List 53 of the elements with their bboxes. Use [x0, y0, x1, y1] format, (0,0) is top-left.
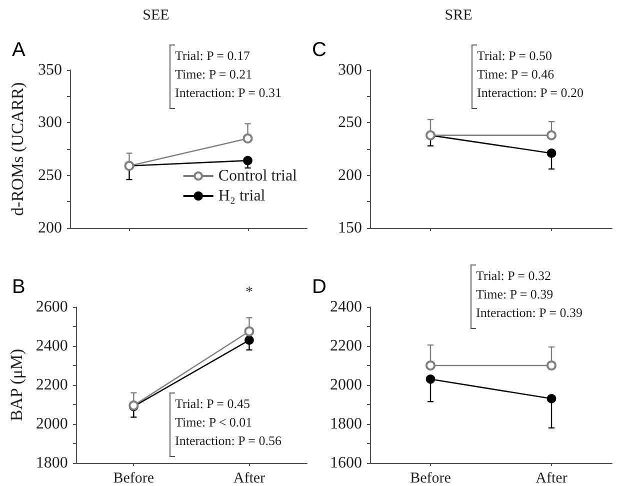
y-tick-label: 300 — [38, 114, 62, 132]
legend-label: Control trial — [218, 168, 298, 184]
legend-label: H₂ trial — [218, 188, 266, 204]
y-tick-label: 2600 — [36, 298, 68, 316]
x-tick-label: Before — [113, 470, 154, 486]
y-tick-label: 150 — [338, 220, 362, 236]
point — [546, 360, 556, 370]
y-tick-label: 350 — [38, 62, 62, 78]
x-tick-label: Before — [410, 470, 452, 486]
y-tick-label: 250 — [338, 114, 362, 132]
point — [244, 336, 254, 345]
y-axis-title: d-ROMs (UCARR) — [8, 82, 27, 216]
y-tick-label: 2000 — [330, 376, 362, 394]
annotation: Interaction: P = 0.56 — [175, 433, 282, 448]
y-tick-label: 2000 — [36, 416, 68, 432]
annotation: Trial: P = 0.45 — [175, 396, 250, 411]
point — [243, 156, 252, 166]
y-tick-label: 2200 — [36, 376, 68, 394]
text: Time: P = 0.39 — [476, 286, 554, 302]
y-tick-label: 2400 — [330, 298, 362, 316]
chart-subtitle: SEE — [142, 8, 170, 24]
y-tick-label: 1800 — [330, 416, 362, 432]
x-tick-label: After — [536, 470, 568, 486]
point — [242, 133, 253, 144]
text: Trial: P = 0.17 — [175, 48, 250, 63]
chart-title: C — [312, 39, 326, 61]
annotation: Time: P = 0.46 — [477, 66, 555, 82]
y-tick-label: 1600 — [330, 454, 362, 472]
annotation: Interaction: P = 0.20 — [477, 85, 584, 100]
annotation: Time: P < 0.01 — [175, 414, 252, 430]
y-tick-label: 2200 — [330, 338, 362, 354]
point — [244, 326, 254, 336]
chart-title: D — [312, 276, 326, 298]
text: * — [245, 284, 253, 300]
y-tick-label: 300 — [338, 62, 362, 78]
y-tick-label: 2400 — [36, 338, 68, 354]
x-tick-label: After — [233, 470, 266, 486]
chart-title: B — [12, 276, 26, 298]
point — [426, 360, 436, 370]
y-tick-label: 200 — [338, 166, 362, 184]
chart-subtitle: SRE — [444, 8, 472, 24]
y-tick-label: 1800 — [36, 454, 68, 472]
chart-title: A — [12, 39, 26, 61]
y-axis-title: BAP (μM) — [7, 348, 26, 422]
point — [426, 374, 436, 384]
y-tick-label: 250 — [38, 166, 62, 184]
text: Trial: P = 0.50 — [477, 48, 552, 63]
point — [546, 394, 556, 404]
annotation: Time: P = 0.21 — [175, 66, 252, 82]
y-tick-label: 200 — [38, 220, 62, 236]
text: Trial: P = 0.32 — [476, 268, 551, 283]
annotation: Interaction: P = 0.31 — [175, 85, 282, 100]
annotation: Interaction: P = 0.39 — [476, 305, 582, 320]
